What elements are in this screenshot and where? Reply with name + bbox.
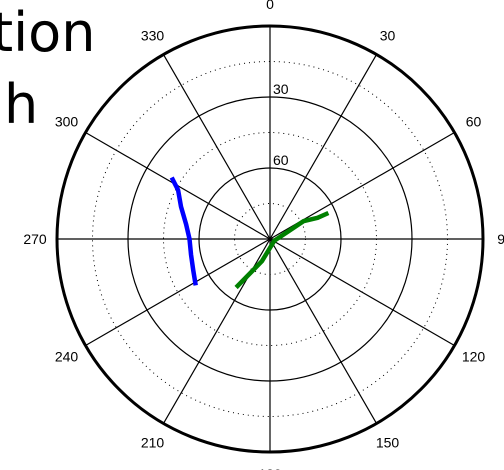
series-line-2 <box>234 210 330 290</box>
spoke-120 <box>269 238 455 347</box>
azimuth-label-300: 300 <box>55 114 79 130</box>
azimuth-label-180: 180 <box>258 466 282 470</box>
spoke-150 <box>269 238 378 424</box>
azimuth-label-330: 330 <box>141 28 165 44</box>
azimuth-label-240: 240 <box>55 349 79 365</box>
azimuth-label-30: 30 <box>380 28 396 44</box>
polar-labels: 0 30 60 90 120 150 180 210 240 270 300 330 30 60 <box>23 0 504 470</box>
azimuth-label-210: 210 <box>141 435 165 451</box>
azimuth-label-60: 60 <box>466 114 482 130</box>
polar-series <box>169 176 330 290</box>
azimuth-label-150: 150 <box>376 435 400 451</box>
azimuth-label-90: 90 <box>497 231 504 247</box>
title-fragment-line-2: h <box>4 73 39 136</box>
azimuth-label-0: 0 <box>266 0 274 12</box>
spoke-330 <box>162 54 271 240</box>
azimuth-label-270: 270 <box>23 231 47 247</box>
title-fragment-line-1: tion <box>0 1 96 64</box>
polar-grid <box>55 24 485 454</box>
spoke-30 <box>269 54 378 240</box>
spoke-240 <box>85 238 271 347</box>
series-line-1 <box>169 176 198 286</box>
elevation-label-30: 30 <box>273 81 289 97</box>
elevation-label-60: 60 <box>273 152 289 168</box>
azimuth-label-120: 120 <box>462 349 486 365</box>
